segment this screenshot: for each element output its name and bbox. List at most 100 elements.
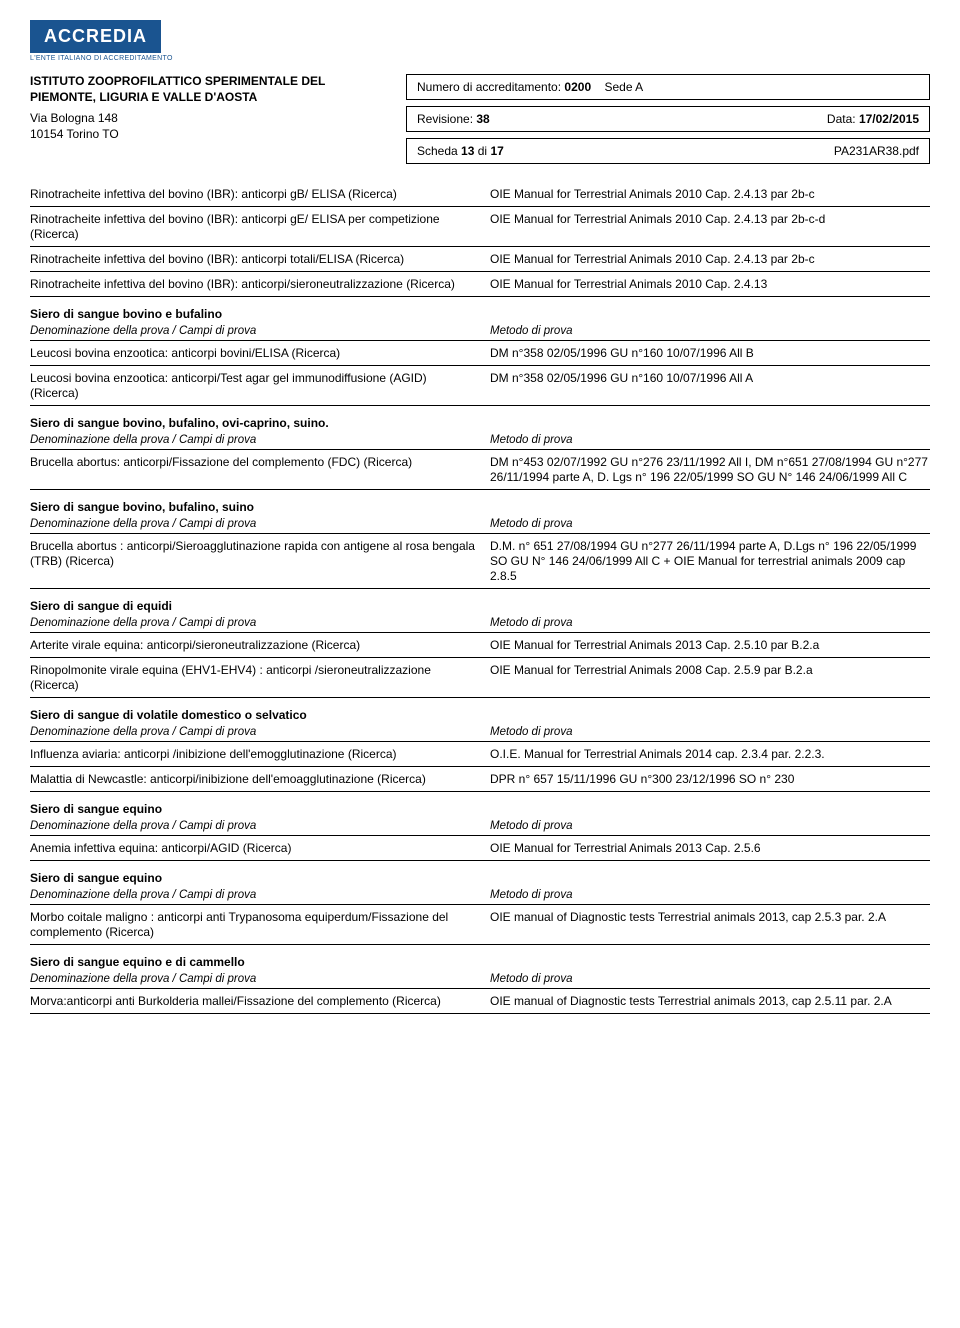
logo-badge: ACCREDIA bbox=[30, 20, 161, 53]
column-header-left: Denominazione della prova / Campi di pro… bbox=[30, 325, 490, 337]
test-method: OIE Manual for Terrestrial Animals 2013 … bbox=[490, 841, 930, 856]
test-row: Rinotracheite infettiva del bovino (IBR)… bbox=[30, 272, 930, 297]
sede-label: Sede A bbox=[604, 80, 643, 94]
test-row: Rinopolmonite virale equina (EHV1-EHV4) … bbox=[30, 658, 930, 698]
header-right: Numero di accreditamento: 0200 Sede A Re… bbox=[406, 74, 930, 164]
test-method: OIE Manual for Terrestrial Animals 2013 … bbox=[490, 638, 930, 653]
test-method: O.I.E. Manual for Terrestrial Animals 20… bbox=[490, 747, 930, 762]
scheda-box: Scheda 13 di 17 PA231AR38.pdf bbox=[406, 138, 930, 164]
section-header: Siero di sangue equino bbox=[30, 861, 930, 887]
column-header-right: Metodo di prova bbox=[490, 889, 930, 901]
column-header-row: Denominazione della prova / Campi di pro… bbox=[30, 516, 930, 534]
rev-label: Revisione: bbox=[417, 112, 473, 126]
column-header-left: Denominazione della prova / Campi di pro… bbox=[30, 726, 490, 738]
test-name: Leucosi bovina enzootica: anticorpi/Test… bbox=[30, 371, 490, 401]
column-header-right: Metodo di prova bbox=[490, 434, 930, 446]
test-row: Morbo coitale maligno : anticorpi anti T… bbox=[30, 905, 930, 945]
logo-block: ACCREDIA L'ENTE ITALIANO DI ACCREDITAMEN… bbox=[30, 20, 930, 62]
column-header-right: Metodo di prova bbox=[490, 820, 930, 832]
column-header-right: Metodo di prova bbox=[490, 973, 930, 985]
test-name: Brucella abortus: anticorpi/Fissazione d… bbox=[30, 455, 490, 485]
test-row: Influenza aviaria: anticorpi /inibizione… bbox=[30, 742, 930, 767]
org-line2: PIEMONTE, LIGURIA E VALLE D'AOSTA bbox=[30, 90, 257, 104]
section-header: Siero di sangue bovino, bufalino, suino bbox=[30, 490, 930, 516]
scheda-total: 17 bbox=[490, 144, 503, 158]
test-method: DM n°453 02/07/1992 GU n°276 23/11/1992 … bbox=[490, 455, 930, 485]
column-header-left: Denominazione della prova / Campi di pro… bbox=[30, 889, 490, 901]
section-header: Siero di sangue equino bbox=[30, 792, 930, 818]
test-name: Brucella abortus : anticorpi/Sieroagglut… bbox=[30, 539, 490, 584]
test-row: Morva:anticorpi anti Burkolderia mallei/… bbox=[30, 989, 930, 1014]
test-row: Leucosi bovina enzootica: anticorpi/Test… bbox=[30, 366, 930, 406]
column-header-row: Denominazione della prova / Campi di pro… bbox=[30, 818, 930, 836]
column-header-row: Denominazione della prova / Campi di pro… bbox=[30, 615, 930, 633]
accred-label: Numero di accreditamento: bbox=[417, 80, 561, 94]
section-header: Siero di sangue bovino e bufalino bbox=[30, 297, 930, 323]
org-line1: ISTITUTO ZOOPROFILATTICO SPERIMENTALE DE… bbox=[30, 74, 325, 88]
accred-num: 0200 bbox=[564, 80, 591, 94]
pdf-name: PA231AR38.pdf bbox=[834, 144, 919, 158]
test-name: Morva:anticorpi anti Burkolderia mallei/… bbox=[30, 994, 490, 1009]
test-row: Brucella abortus : anticorpi/Sieroagglut… bbox=[30, 534, 930, 589]
test-row: Rinotracheite infettiva del bovino (IBR)… bbox=[30, 247, 930, 272]
data-val: 17/02/2015 bbox=[859, 112, 919, 126]
test-row: Rinotracheite infettiva del bovino (IBR)… bbox=[30, 182, 930, 207]
test-row: Brucella abortus: anticorpi/Fissazione d… bbox=[30, 450, 930, 490]
column-header-row: Denominazione della prova / Campi di pro… bbox=[30, 323, 930, 341]
test-method: DM n°358 02/05/1996 GU n°160 10/07/1996 … bbox=[490, 371, 930, 401]
column-header-left: Denominazione della prova / Campi di pro… bbox=[30, 973, 490, 985]
test-name: Rinotracheite infettiva del bovino (IBR)… bbox=[30, 187, 490, 202]
column-header-left: Denominazione della prova / Campi di pro… bbox=[30, 820, 490, 832]
test-method: D.M. n° 651 27/08/1994 GU n°277 26/11/19… bbox=[490, 539, 930, 584]
test-method: OIE Manual for Terrestrial Animals 2010 … bbox=[490, 187, 930, 202]
scheda-label: Scheda bbox=[417, 144, 458, 158]
test-method: OIE Manual for Terrestrial Animals 2008 … bbox=[490, 663, 930, 693]
test-name: Arterite virale equina: anticorpi/sieron… bbox=[30, 638, 490, 653]
scheda-num: 13 bbox=[461, 144, 474, 158]
test-method: OIE Manual for Terrestrial Animals 2010 … bbox=[490, 252, 930, 267]
test-name: Rinopolmonite virale equina (EHV1-EHV4) … bbox=[30, 663, 490, 693]
test-method: OIE manual of Diagnostic tests Terrestri… bbox=[490, 910, 930, 940]
column-header-row: Denominazione della prova / Campi di pro… bbox=[30, 432, 930, 450]
column-header-left: Denominazione della prova / Campi di pro… bbox=[30, 617, 490, 629]
addr-line2: 10154 Torino TO bbox=[30, 127, 119, 141]
test-method: OIE Manual for Terrestrial Animals 2010 … bbox=[490, 277, 930, 292]
test-name: Rinotracheite infettiva del bovino (IBR)… bbox=[30, 212, 490, 242]
test-row: Arterite virale equina: anticorpi/sieron… bbox=[30, 633, 930, 658]
section-header: Siero di sangue di equidi bbox=[30, 589, 930, 615]
data-label: Data: bbox=[827, 112, 856, 126]
test-method: DPR n° 657 15/11/1996 GU n°300 23/12/199… bbox=[490, 772, 930, 787]
org-address: Via Bologna 148 10154 Torino TO bbox=[30, 111, 390, 142]
test-method: DM n°358 02/05/1996 GU n°160 10/07/1996 … bbox=[490, 346, 930, 361]
test-name: Leucosi bovina enzootica: anticorpi bovi… bbox=[30, 346, 490, 361]
test-row: Anemia infettiva equina: anticorpi/AGID … bbox=[30, 836, 930, 861]
header-left: ISTITUTO ZOOPROFILATTICO SPERIMENTALE DE… bbox=[30, 74, 390, 164]
column-header-right: Metodo di prova bbox=[490, 325, 930, 337]
test-name: Morbo coitale maligno : anticorpi anti T… bbox=[30, 910, 490, 940]
test-method: OIE manual of Diagnostic tests Terrestri… bbox=[490, 994, 930, 1009]
column-header-row: Denominazione della prova / Campi di pro… bbox=[30, 971, 930, 989]
section-header: Siero di sangue bovino, bufalino, ovi-ca… bbox=[30, 406, 930, 432]
test-row: Rinotracheite infettiva del bovino (IBR)… bbox=[30, 207, 930, 247]
accred-box: Numero di accreditamento: 0200 Sede A bbox=[406, 74, 930, 100]
addr-line1: Via Bologna 148 bbox=[30, 111, 118, 125]
section-header: Siero di sangue di volatile domestico o … bbox=[30, 698, 930, 724]
section-header: Siero di sangue equino e di cammello bbox=[30, 945, 930, 971]
column-header-row: Denominazione della prova / Campi di pro… bbox=[30, 887, 930, 905]
column-header-row: Denominazione della prova / Campi di pro… bbox=[30, 724, 930, 742]
org-name: ISTITUTO ZOOPROFILATTICO SPERIMENTALE DE… bbox=[30, 74, 390, 105]
test-name: Anemia infettiva equina: anticorpi/AGID … bbox=[30, 841, 490, 856]
logo-subtitle: L'ENTE ITALIANO DI ACCREDITAMENTO bbox=[30, 55, 930, 62]
test-method: OIE Manual for Terrestrial Animals 2010 … bbox=[490, 212, 930, 242]
column-header-right: Metodo di prova bbox=[490, 726, 930, 738]
column-header-left: Denominazione della prova / Campi di pro… bbox=[30, 434, 490, 446]
test-row: Malattia di Newcastle: anticorpi/inibizi… bbox=[30, 767, 930, 792]
column-header-right: Metodo di prova bbox=[490, 617, 930, 629]
test-name: Rinotracheite infettiva del bovino (IBR)… bbox=[30, 277, 490, 292]
test-row: Leucosi bovina enzootica: anticorpi bovi… bbox=[30, 341, 930, 366]
test-name: Rinotracheite infettiva del bovino (IBR)… bbox=[30, 252, 490, 267]
scheda-of: di bbox=[478, 144, 487, 158]
content-area: Rinotracheite infettiva del bovino (IBR)… bbox=[30, 182, 930, 1014]
revision-box: Revisione: 38 Data: 17/02/2015 bbox=[406, 106, 930, 132]
column-header-left: Denominazione della prova / Campi di pro… bbox=[30, 518, 490, 530]
